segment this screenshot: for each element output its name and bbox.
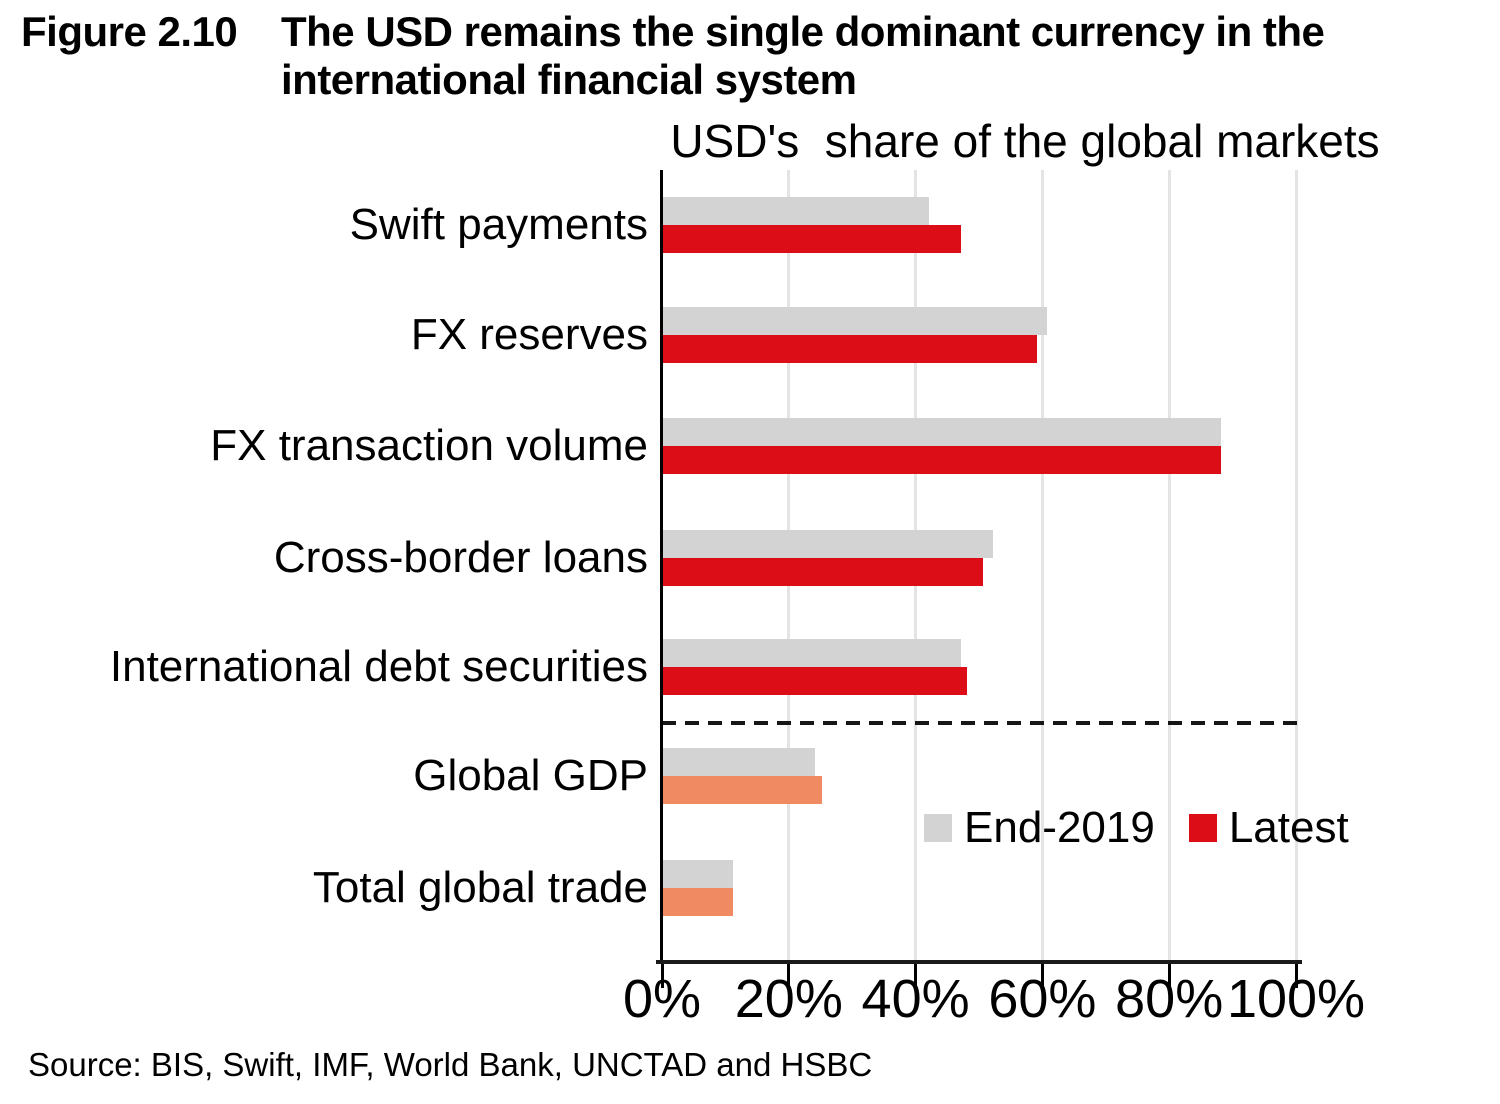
x-axis-tick-label: 0% <box>622 969 702 1029</box>
bar-end2019 <box>663 418 1221 446</box>
x-axis-line <box>656 960 1302 964</box>
legend-swatch-end2019 <box>924 814 952 842</box>
bar-latest <box>663 667 968 695</box>
category-label: Total global trade <box>312 863 648 912</box>
bar-end2019 <box>663 307 1047 335</box>
bar-latest <box>663 335 1038 363</box>
figure-label: Figure 2.10 <box>21 8 238 55</box>
bar-latest <box>663 446 1221 474</box>
source-note: Source: BIS, Swift, IMF, World Bank, UNC… <box>28 1046 873 1083</box>
y-axis-line <box>660 170 663 964</box>
x-axis-tick-label: 20% <box>734 969 843 1029</box>
x-axis-tick-label: 60% <box>988 969 1097 1029</box>
x-axis-tick <box>787 962 791 988</box>
series-separator-dashed-line <box>662 721 1304 725</box>
x-axis-tick-label: 40% <box>861 969 970 1029</box>
legend-label: End-2019 <box>964 803 1155 852</box>
bar-latest <box>663 888 733 916</box>
legend-swatch-latest <box>1188 814 1217 842</box>
category-label: Global GDP <box>413 751 648 800</box>
bar-latest <box>663 225 961 253</box>
x-axis-tick <box>1167 962 1171 988</box>
category-label: FX reserves <box>410 310 648 359</box>
bar-end2019 <box>663 639 961 667</box>
gridline <box>1040 170 1044 962</box>
gridline <box>1167 170 1171 962</box>
bar-end2019 <box>663 860 733 888</box>
x-axis-tick <box>1294 962 1298 988</box>
category-label: Swift payments <box>349 200 648 249</box>
x-axis-tick <box>1040 962 1044 988</box>
bar-latest <box>663 776 822 804</box>
category-label: Cross-border loans <box>273 533 648 582</box>
chart-title: USD's share of the global markets <box>670 115 1380 167</box>
x-axis-tick-label: 100% <box>1226 969 1366 1029</box>
legend: End-2019 Latest <box>924 803 1349 853</box>
bar-latest <box>663 558 984 586</box>
x-axis-tick <box>914 962 918 988</box>
figure-title: The USD remains the single dominant curr… <box>281 8 1325 103</box>
category-label: International debt securities <box>109 642 648 691</box>
legend-label: Latest <box>1228 803 1349 852</box>
bar-end2019 <box>663 748 816 776</box>
bar-end2019 <box>663 197 930 225</box>
bar-end2019 <box>663 530 993 558</box>
category-label: FX transaction volume <box>210 421 648 470</box>
gridline <box>1294 170 1298 962</box>
x-axis-tick <box>660 962 664 988</box>
x-axis-tick-label: 80% <box>1115 969 1224 1029</box>
